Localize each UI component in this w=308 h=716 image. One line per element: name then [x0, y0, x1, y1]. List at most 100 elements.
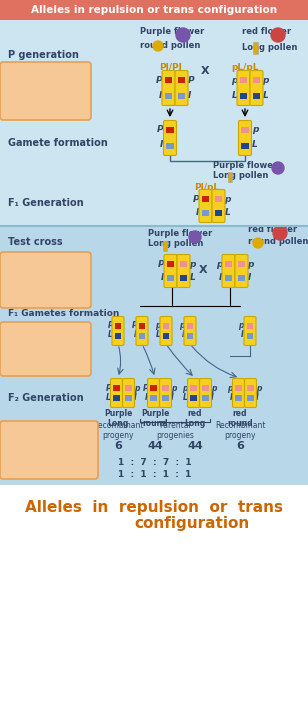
Circle shape	[272, 162, 284, 174]
Bar	[190, 385, 197, 391]
FancyBboxPatch shape	[222, 254, 235, 288]
FancyBboxPatch shape	[244, 316, 256, 346]
Bar	[125, 395, 132, 401]
FancyBboxPatch shape	[188, 379, 200, 407]
Text: X: X	[199, 265, 207, 275]
Text: P: P	[132, 321, 137, 330]
Text: p: p	[252, 125, 258, 134]
Text: non recombinant: non recombinant	[9, 440, 89, 449]
Text: L: L	[262, 91, 268, 100]
Text: p: p	[248, 260, 254, 269]
Bar	[150, 385, 157, 391]
Text: I: I	[211, 393, 214, 402]
Text: p: p	[256, 384, 261, 393]
Text: 6: 6	[114, 441, 122, 451]
Text: Less chance of: Less chance of	[10, 331, 80, 340]
Text: double recessive: double recessive	[5, 281, 85, 290]
Text: Crosses with: Crosses with	[15, 271, 75, 280]
FancyBboxPatch shape	[160, 316, 172, 346]
Circle shape	[273, 226, 287, 240]
Bar	[187, 323, 193, 329]
Bar	[225, 261, 232, 267]
Text: red
round: red round	[227, 409, 253, 428]
Text: p: p	[156, 321, 161, 330]
Bar	[178, 77, 185, 83]
Text: Purple
Long: Purple Long	[104, 409, 132, 428]
FancyBboxPatch shape	[136, 316, 148, 346]
Text: I: I	[160, 140, 163, 149]
Bar	[190, 395, 197, 401]
FancyBboxPatch shape	[111, 379, 123, 407]
Bar	[225, 275, 232, 281]
Text: L: L	[252, 140, 258, 149]
Bar	[235, 385, 242, 391]
FancyBboxPatch shape	[238, 120, 252, 155]
Text: I: I	[161, 273, 164, 282]
Text: progenies are: progenies are	[16, 450, 82, 459]
Text: P: P	[193, 195, 200, 204]
Text: 1  :  1  :  1  :  1: 1 : 1 : 1 : 1	[118, 470, 192, 479]
Bar	[228, 172, 232, 182]
Bar	[167, 275, 174, 281]
FancyBboxPatch shape	[0, 322, 91, 376]
Text: I: I	[134, 330, 137, 339]
Text: Pl/Pl: Pl/Pl	[159, 63, 181, 72]
FancyBboxPatch shape	[162, 70, 175, 105]
Text: F₁ Generation: F₁ Generation	[8, 198, 84, 208]
FancyBboxPatch shape	[199, 190, 212, 223]
Text: P: P	[107, 321, 113, 330]
Bar	[247, 323, 253, 329]
FancyBboxPatch shape	[177, 254, 190, 288]
Bar	[241, 127, 249, 133]
Text: p: p	[228, 384, 233, 393]
Text: parents: parents	[25, 105, 65, 114]
Bar	[247, 395, 254, 401]
FancyBboxPatch shape	[200, 379, 212, 407]
Text: P: P	[156, 76, 163, 85]
Bar	[238, 261, 245, 267]
Text: red flower: red flower	[242, 27, 291, 37]
Text: 6: 6	[236, 441, 244, 451]
Text: due to linked: due to linked	[14, 351, 76, 360]
Bar	[0, 0, 308, 20]
FancyBboxPatch shape	[245, 379, 257, 407]
Text: Expected ratio: Expected ratio	[8, 470, 82, 479]
FancyBboxPatch shape	[148, 379, 160, 407]
Text: p: p	[262, 76, 269, 85]
Bar	[202, 196, 209, 202]
Text: I: I	[182, 330, 185, 339]
Text: p: p	[211, 384, 217, 393]
Text: P: P	[105, 384, 111, 393]
Bar	[166, 143, 174, 149]
Text: Pl/pL: Pl/pL	[194, 183, 220, 192]
Text: Long pollen: Long pollen	[242, 44, 298, 52]
Text: Purple
round: Purple round	[141, 409, 169, 428]
Text: P: P	[158, 260, 164, 269]
FancyBboxPatch shape	[175, 70, 188, 105]
Bar	[0, 226, 308, 716]
Bar	[247, 333, 253, 339]
Text: I: I	[256, 393, 259, 402]
Bar	[238, 275, 245, 281]
Text: round pollen: round pollen	[248, 236, 308, 246]
Bar	[202, 385, 209, 391]
Text: red flower: red flower	[248, 225, 297, 233]
Circle shape	[189, 231, 201, 243]
Bar	[202, 395, 209, 401]
Bar	[162, 385, 169, 391]
Bar	[247, 385, 254, 391]
Bar	[139, 333, 145, 339]
Text: P: P	[142, 384, 148, 393]
Text: Gamete formation: Gamete formation	[8, 138, 108, 148]
Text: Purple flower: Purple flower	[148, 228, 212, 238]
Text: homozygous: homozygous	[13, 94, 77, 103]
FancyBboxPatch shape	[123, 379, 135, 407]
Bar	[241, 143, 249, 149]
Text: I: I	[145, 393, 148, 402]
Text: P generation: P generation	[8, 50, 79, 60]
Text: With linked genes: With linked genes	[6, 430, 92, 439]
Bar	[165, 93, 172, 99]
Text: Long pollen: Long pollen	[213, 170, 268, 180]
Text: parent: parent	[29, 291, 61, 300]
Text: p: p	[189, 260, 196, 269]
